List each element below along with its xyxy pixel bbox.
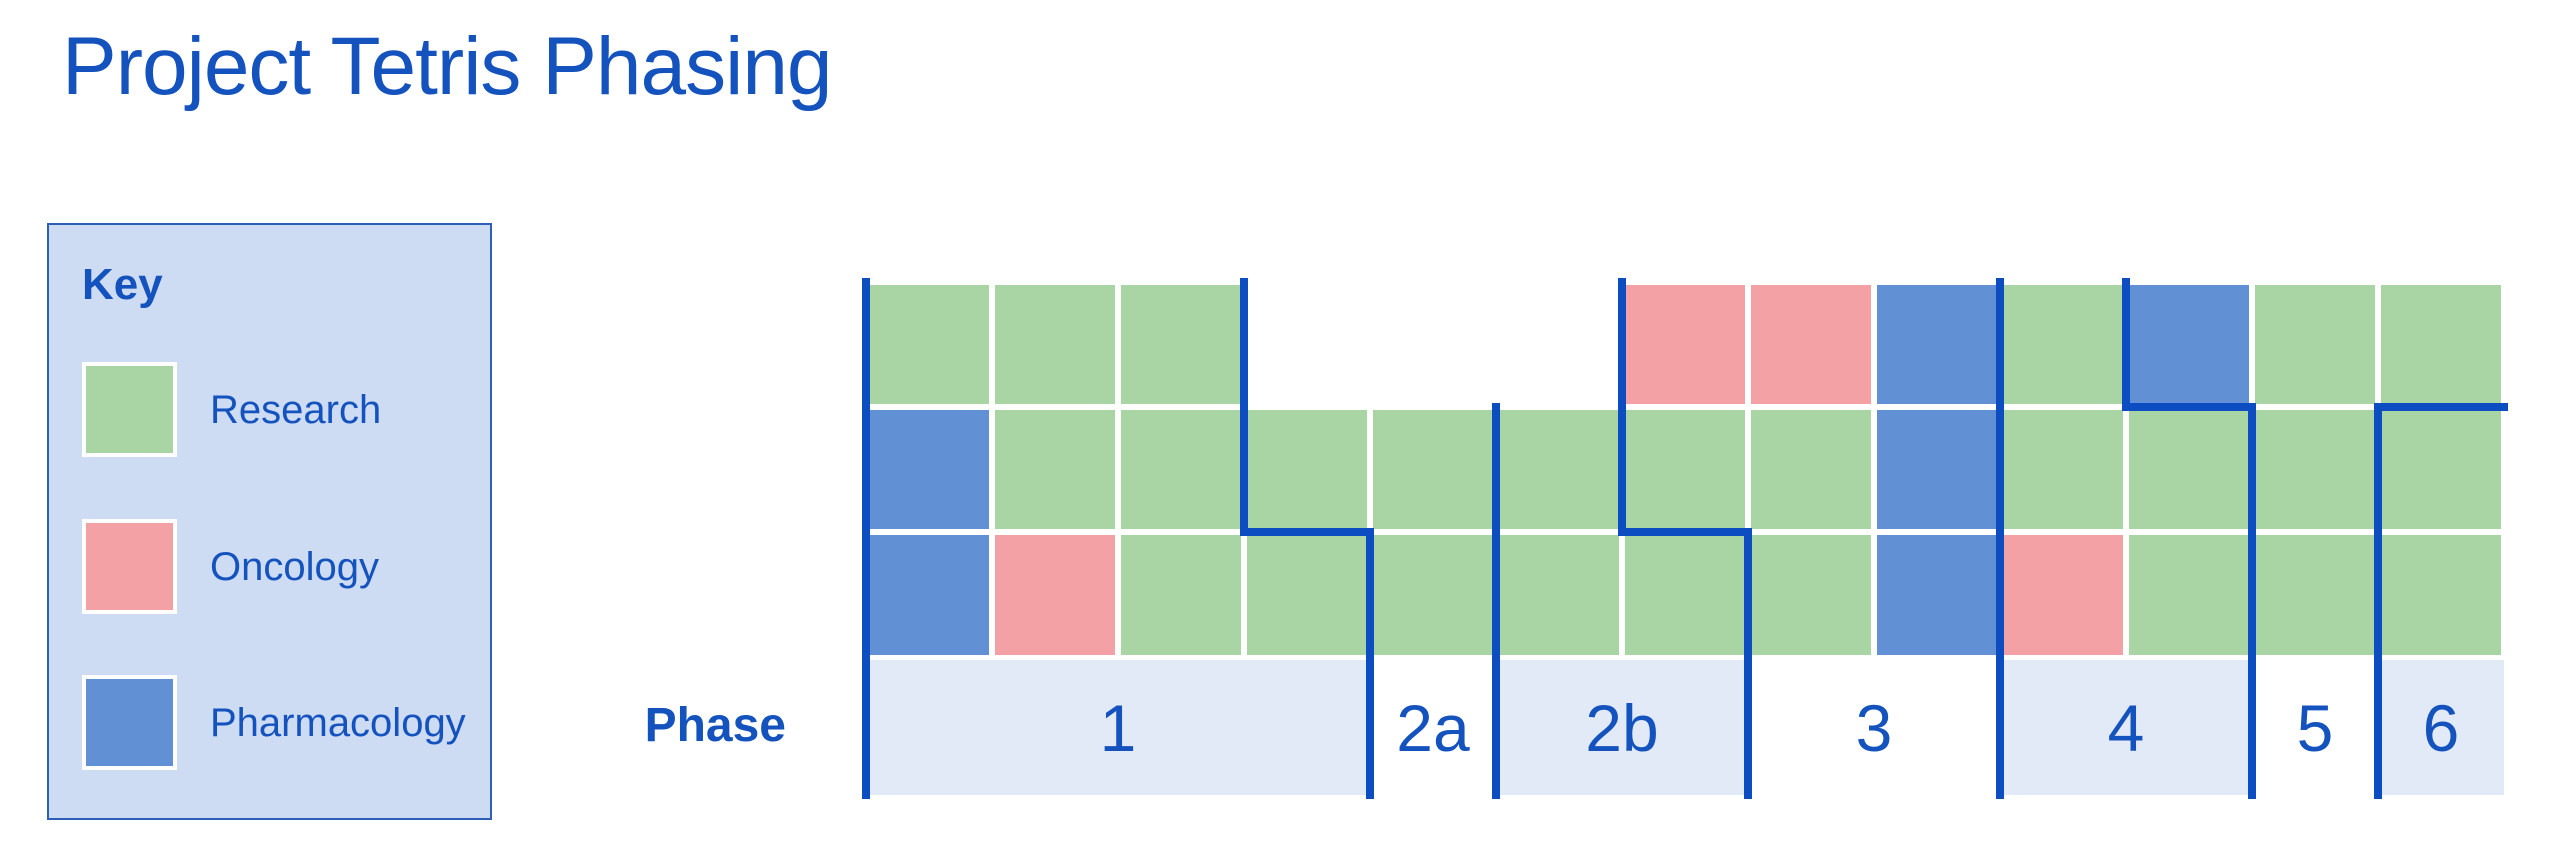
- page-title: Project Tetris Phasing: [62, 21, 833, 112]
- cell-r1-c13-research: [2381, 285, 2501, 404]
- cell-r2-c3-research: [1121, 410, 1241, 529]
- boundary-grid-left-edge-seg1: [862, 278, 870, 799]
- boundary-phase-2b-3-seg1: [1618, 278, 1626, 536]
- boundary-phase-5-6-seg2: [2374, 403, 2382, 799]
- cell-r2-c11-research: [2129, 410, 2249, 529]
- legend-label-research: Research: [210, 387, 382, 432]
- cell-r1-c1-research: [869, 285, 989, 404]
- phase-band-2b: [1496, 660, 1748, 795]
- boundary-phase-2b-3-seg3: [1744, 528, 1752, 799]
- cell-r2-c6-research: [1499, 410, 1619, 529]
- phase-label-1: 1: [1099, 690, 1137, 765]
- phase-band-1: [866, 660, 1370, 795]
- legend-swatch-research: [82, 362, 177, 457]
- boundary-phase-4-5-seg1: [2122, 278, 2130, 411]
- cell-r2-c13-research: [2381, 410, 2501, 529]
- cell-r3-c3-research: [1121, 535, 1241, 655]
- cell-r2-c9-pharmacology: [1877, 410, 1997, 529]
- cell-r3-c11-research: [2129, 535, 2249, 655]
- cell-r2-c5-research: [1373, 410, 1493, 529]
- boundary-phase-1-2a-seg2: [1240, 528, 1374, 536]
- cell-r1-c9-pharmacology: [1877, 285, 1997, 404]
- boundary-phase-2b-3-seg2: [1618, 528, 1752, 536]
- boundary-phase-4-5-seg3: [2248, 403, 2256, 799]
- cell-r3-c13-research: [2381, 535, 2501, 655]
- phase-axis-label: Phase: [644, 698, 786, 752]
- phase-band-4: [2000, 660, 2252, 795]
- cell-r1-c7-oncology: [1625, 285, 1745, 404]
- cell-r2-c4-research: [1247, 410, 1367, 529]
- cell-r2-c1-pharmacology: [869, 410, 989, 529]
- cell-r1-c10-research: [2003, 285, 2123, 404]
- cell-r1-c8-oncology: [1751, 285, 1871, 404]
- cell-r2-c10-research: [2003, 410, 2123, 529]
- cell-r2-c7-research: [1625, 410, 1745, 529]
- key-panel: Key Research Oncology Pharmacology: [47, 223, 492, 820]
- phase-label-3: 3: [1855, 690, 1893, 765]
- boundary-phase-3-4-seg1: [1996, 278, 2004, 799]
- boundary-phase-1-2a-seg3: [1366, 528, 1374, 799]
- legend-row-pharmacology: Pharmacology: [82, 675, 466, 770]
- cell-r3-c9-pharmacology: [1877, 535, 1997, 655]
- cell-r1-c2-research: [995, 285, 1115, 404]
- phase-band-6: [2378, 660, 2504, 795]
- legend-row-oncology: Oncology: [82, 519, 379, 614]
- cell-r2-c8-research: [1751, 410, 1871, 529]
- cell-r1-c3-research: [1121, 285, 1241, 404]
- cell-r3-c6-research: [1499, 535, 1619, 655]
- phase-label-4: 4: [2107, 690, 2145, 765]
- cell-r3-c7-research: [1625, 535, 1745, 655]
- cell-r3-c8-research: [1751, 535, 1871, 655]
- cell-r2-c2-research: [995, 410, 1115, 529]
- boundary-phase-5-6-seg1: [2374, 403, 2508, 411]
- legend-swatch-oncology: [82, 519, 177, 614]
- boundary-phase-4-5-seg2: [2122, 403, 2256, 411]
- phase-label-2b: 2b: [1585, 690, 1659, 765]
- boundary-phase-1-2a-seg1: [1240, 278, 1248, 536]
- cell-r1-c11-pharmacology: [2129, 285, 2249, 404]
- cell-r3-c4-research: [1247, 535, 1367, 655]
- legend-label-oncology: Oncology: [210, 544, 379, 589]
- phase-label-5: 5: [2296, 690, 2334, 765]
- cell-r3-c2-oncology: [995, 535, 1115, 655]
- cell-r3-c5-research: [1373, 535, 1493, 655]
- cell-r1-c12-research: [2255, 285, 2375, 404]
- legend-row-research: Research: [82, 362, 381, 457]
- key-heading: Key: [82, 260, 163, 309]
- legend-swatch-pharmacology: [82, 675, 177, 770]
- phase-label-6: 6: [2422, 690, 2460, 765]
- cell-r3-c10-oncology: [2003, 535, 2123, 655]
- cell-r3-c12-research: [2255, 535, 2375, 655]
- cell-r3-c1-pharmacology: [869, 535, 989, 655]
- boundary-phase-2a-2b-seg1: [1492, 403, 1500, 799]
- cell-r2-c12-research: [2255, 410, 2375, 529]
- phase-label-2a: 2a: [1396, 690, 1470, 765]
- legend-label-pharmacology: Pharmacology: [210, 700, 466, 745]
